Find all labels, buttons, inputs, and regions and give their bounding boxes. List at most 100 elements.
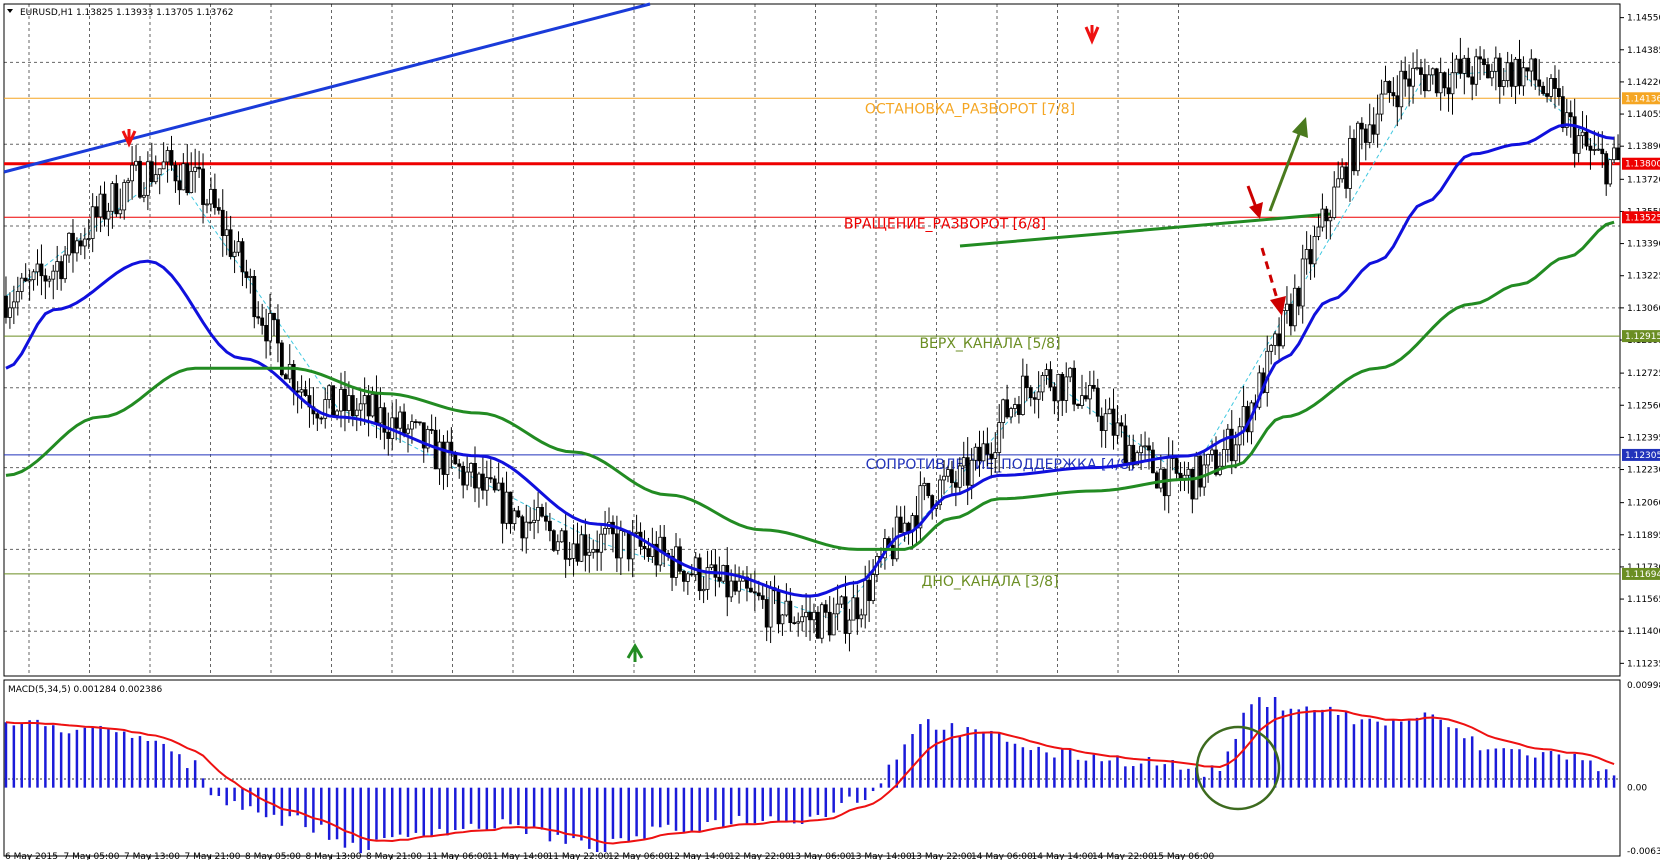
candle-body (402, 411, 406, 434)
candle-body (63, 254, 67, 280)
candle-body (1584, 131, 1589, 147)
candle-body (1371, 124, 1376, 135)
candle-body (1068, 367, 1073, 378)
candle-body (1214, 449, 1218, 475)
price-tick-label: 1.14550 (1627, 14, 1660, 24)
candle-body (1324, 208, 1329, 222)
candle-body (130, 164, 134, 182)
candle-body (122, 182, 127, 211)
price-level-tag (1622, 211, 1660, 224)
candle-body (1482, 58, 1486, 66)
candle-body (343, 388, 347, 411)
candle-body (827, 611, 832, 636)
candle-body (205, 203, 209, 206)
candle-body (31, 271, 36, 281)
candle-body (417, 421, 422, 424)
candle-body (544, 515, 548, 522)
candle-body (374, 393, 379, 424)
candle-body (749, 587, 753, 593)
time-tick-label: 15 May 06:00 (1153, 852, 1215, 860)
candle-body (685, 573, 690, 582)
candle-body (1056, 373, 1061, 402)
candle-body (1466, 57, 1471, 78)
price-level-tag-label: 1.13800 (1625, 160, 1660, 170)
candle-body (47, 278, 52, 282)
candle-body (437, 441, 442, 470)
candle-body (1454, 58, 1459, 74)
candle-body (370, 393, 375, 417)
candle-body (134, 160, 138, 166)
candle-body (1111, 408, 1116, 436)
candle-body (106, 210, 111, 220)
candle-body (618, 530, 623, 559)
candle-body (1005, 399, 1010, 418)
price-tick-label: 1.13390 (1627, 240, 1660, 250)
candle-body (1553, 78, 1557, 89)
candle-body (228, 229, 233, 257)
candle-body (149, 161, 154, 183)
macd-signal-polyline (5, 709, 1615, 845)
candle-body (516, 510, 521, 518)
symbol-dropdown-icon[interactable] (7, 9, 13, 13)
price-tick-label: 1.12060 (1627, 499, 1660, 509)
price-level-tag (1622, 157, 1660, 170)
candle-body (1411, 67, 1415, 87)
candle-body (1426, 74, 1431, 92)
candle-body (804, 611, 808, 618)
candle-body (153, 174, 158, 183)
candle-body (1277, 333, 1281, 347)
candle-body (847, 619, 852, 634)
candle-body (1521, 67, 1526, 87)
candle-body (1430, 68, 1435, 76)
candle-body (1533, 58, 1538, 81)
price-level-tag (1622, 448, 1660, 461)
candle-body (567, 558, 572, 560)
candle-body (469, 463, 473, 473)
candle-body (1616, 147, 1620, 161)
candle-body (662, 536, 667, 554)
candle-body (445, 441, 450, 475)
candle-body (386, 431, 391, 439)
candle-body (591, 549, 596, 553)
candle-body (1206, 454, 1211, 466)
candle-body (634, 531, 639, 534)
time-tick-label: 11 May 22:00 (548, 852, 610, 860)
candle-body (378, 407, 383, 424)
candle-body (851, 597, 856, 621)
candle-body (926, 482, 931, 496)
candle-body (725, 565, 730, 598)
candle-body (1001, 399, 1006, 423)
price-level-tag-label: 1.14136 (1625, 94, 1660, 104)
candle-body (354, 409, 359, 417)
candle-body (51, 270, 56, 280)
candle-body (816, 611, 820, 639)
price-tick-label: 1.11730 (1627, 563, 1660, 573)
candle-body (1509, 62, 1514, 87)
candle-body (283, 374, 288, 380)
price-tick-label: 1.11235 (1627, 659, 1660, 669)
candle-body (1537, 79, 1542, 87)
candle-body (1084, 395, 1088, 400)
candle-body (346, 395, 351, 411)
red-down-arrow-icon (1260, 247, 1280, 303)
candle-body (768, 587, 773, 628)
macd-tick-label: 0.00 (1627, 784, 1647, 794)
candle-body (1320, 208, 1325, 228)
time-tick-label: 12 May 22:00 (729, 852, 791, 860)
candle-body (1612, 147, 1616, 161)
candle-body (1080, 395, 1084, 406)
candle-body (248, 275, 253, 278)
candle-body (1557, 88, 1561, 98)
candle-body (1147, 445, 1151, 451)
candle-body (776, 590, 781, 625)
candle-body (268, 312, 272, 342)
candle-body (1024, 375, 1029, 389)
candle-body (520, 516, 525, 539)
candle-body (1458, 58, 1463, 74)
macd-tick-label: -0.006333 (1627, 847, 1660, 857)
candle-body (1407, 78, 1412, 87)
candle-body (819, 604, 824, 639)
candle-body (224, 229, 229, 236)
candle-body (1352, 137, 1356, 172)
